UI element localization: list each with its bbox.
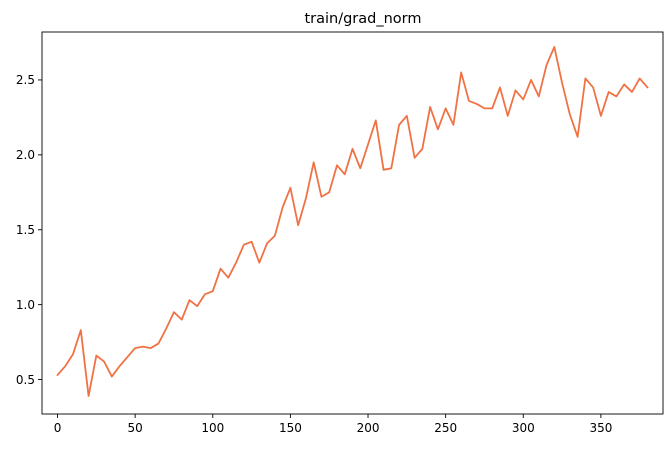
x-tick-label: 100 xyxy=(201,421,224,435)
x-tick-label: 250 xyxy=(434,421,457,435)
x-tick-label: 0 xyxy=(54,421,62,435)
y-tick-label: 1.0 xyxy=(16,298,35,312)
y-tick-label: 1.5 xyxy=(16,223,35,237)
y-tick-label: 0.5 xyxy=(16,373,35,387)
x-tick-label: 150 xyxy=(279,421,302,435)
y-axis-ticks: 0.5 1.0 1.5 2.0 2.5 xyxy=(16,73,42,387)
x-tick-label: 300 xyxy=(512,421,535,435)
series-group xyxy=(56,46,649,397)
chart-title: train/grad_norm xyxy=(304,11,421,27)
series-line xyxy=(56,46,649,397)
x-axis-ticks: 0 50 100 150 200 250 300 350 xyxy=(54,414,612,435)
plot-area-frame xyxy=(41,31,664,415)
x-tick-label: 200 xyxy=(357,421,380,435)
y-tick-label: 2.5 xyxy=(16,73,35,87)
x-tick-label: 350 xyxy=(589,421,612,435)
y-tick-label: 2.0 xyxy=(16,148,35,162)
x-tick-label: 50 xyxy=(128,421,143,435)
